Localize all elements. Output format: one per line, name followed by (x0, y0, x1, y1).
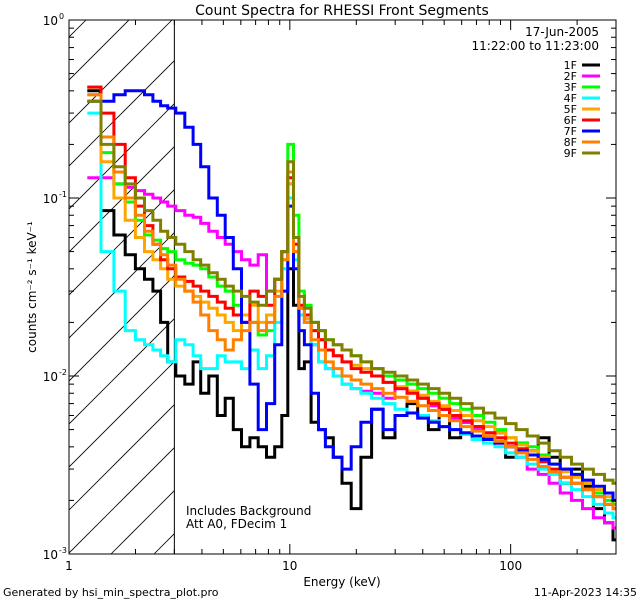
y-tick-label: 10 (43, 14, 58, 28)
annotation-background: Includes Background (186, 504, 311, 518)
legend-label-6f: 6F (564, 114, 577, 127)
axis-ticks (68, 19, 617, 555)
series-layer (87, 85, 616, 542)
series-line-6f (87, 85, 616, 511)
y-tick-exponent: 0 (59, 12, 64, 21)
x-tick-labels: 1 10 100 (65, 559, 522, 573)
hatch-line (69, 60, 175, 167)
date-label: 17-Jun-2005 (525, 25, 599, 39)
y-tick-exponent: -2 (59, 368, 67, 377)
hatch-line (69, 404, 175, 511)
annotation-attenuator: Att A0, FDecim 1 (186, 517, 287, 531)
chart-title: Count Spectra for RHESSI Front Segments (195, 3, 489, 19)
hatch-line (69, 20, 173, 124)
series-line-8f (87, 93, 616, 511)
legend-label-4f: 4F (564, 92, 577, 105)
hatch-line (69, 318, 175, 425)
series-line-9f (87, 99, 616, 485)
y-axis-label: counts cm⁻² s⁻¹ keV⁻¹ (25, 221, 39, 353)
hatch-line (69, 232, 175, 339)
hatch-line (69, 275, 175, 382)
x-axis-label: Energy (keV) (303, 575, 380, 589)
legend-label-8f: 8F (564, 136, 577, 149)
x-tick-label: 10 (282, 559, 297, 573)
y-tick-label: 10 (43, 370, 58, 384)
legend-label-2f: 2F (564, 70, 577, 83)
plot-frame (68, 19, 617, 555)
x-tick-label: 100 (499, 559, 522, 573)
legend-label-9f: 9F (564, 147, 577, 160)
legend-label-1f: 1F (564, 59, 577, 72)
hatch-line (69, 20, 87, 38)
legend-label-5f: 5F (564, 103, 577, 116)
y-tick-label: 10 (43, 192, 58, 206)
y-tick-label: 10 (43, 548, 58, 562)
legend-label-3f: 3F (564, 81, 577, 94)
hatch-line (69, 189, 175, 296)
series-line-4f (87, 111, 616, 520)
time-range-label: 11:22:00 to 11:23:00 (472, 39, 599, 53)
y-tick-exponent: -1 (59, 190, 67, 199)
series-line-7f (87, 89, 616, 502)
hatch-line (69, 361, 175, 468)
footer-timestamp: 11-Apr-2023 14:35 (534, 586, 637, 599)
legend-label-7f: 7F (564, 125, 577, 138)
hatch-line (69, 146, 175, 253)
hatch-line (69, 447, 175, 554)
x-tick-label: 1 (65, 559, 73, 573)
generated-by-label: Generated by hsi_min_spectra_plot.pro (3, 586, 219, 599)
y-tick-exponent: -3 (59, 546, 67, 555)
